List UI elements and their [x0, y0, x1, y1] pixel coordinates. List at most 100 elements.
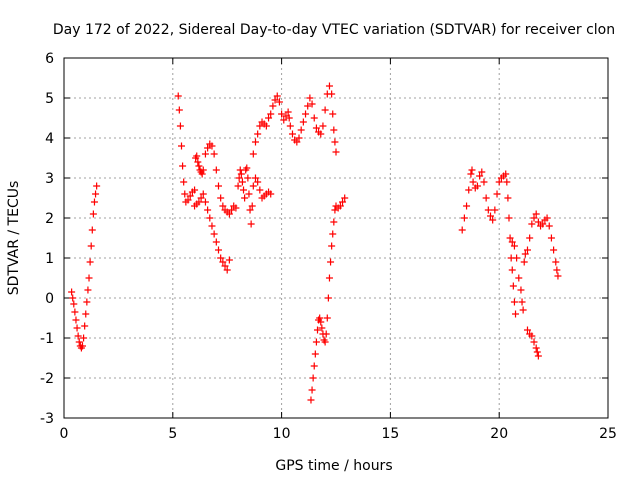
data-point [310, 114, 318, 122]
data-point [467, 170, 475, 178]
data-point [179, 162, 187, 170]
y-tick-label: 1 [45, 251, 54, 267]
data-point [317, 130, 325, 138]
data-point [518, 298, 526, 306]
grid-lines [64, 58, 608, 418]
data-point [325, 274, 333, 282]
data-point [325, 82, 333, 90]
data-point [198, 170, 206, 178]
data-point [523, 326, 531, 334]
data-point [278, 110, 286, 118]
data-point [293, 138, 301, 146]
data-point [329, 110, 337, 118]
data-point [533, 348, 541, 356]
plot-frame [63, 57, 609, 419]
data-point [221, 262, 229, 270]
data-point [201, 150, 209, 158]
data-point [256, 186, 264, 194]
data-point [554, 272, 562, 280]
data-point [328, 242, 336, 250]
data-point [89, 210, 97, 218]
data-point [240, 186, 248, 194]
data-point [241, 194, 249, 202]
data-point [178, 142, 186, 150]
data-point [504, 194, 512, 202]
data-point [237, 170, 245, 178]
data-point [73, 324, 81, 332]
data-point [547, 234, 555, 242]
data-point [322, 330, 330, 338]
data-point [251, 174, 259, 182]
data-point [319, 122, 327, 130]
data-point [502, 170, 510, 178]
data-point [256, 122, 264, 130]
data-point [482, 194, 490, 202]
y-tick-label: 2 [45, 211, 54, 227]
data-point [86, 258, 94, 266]
data-point [254, 178, 262, 186]
data-point [468, 166, 476, 174]
data-point [271, 96, 279, 104]
data-point [476, 172, 484, 180]
data-point [312, 338, 320, 346]
data-point [323, 314, 331, 322]
data-point [93, 182, 101, 190]
data-point [238, 178, 246, 186]
data-point [523, 246, 531, 254]
data-point [503, 178, 511, 186]
data-point [75, 338, 83, 346]
data-point [195, 162, 203, 170]
data-point [69, 294, 77, 302]
data-point [251, 138, 259, 146]
data-point [506, 234, 514, 242]
data-point [521, 250, 529, 258]
data-point [330, 126, 338, 134]
data-point [332, 148, 340, 156]
data-point [339, 198, 347, 206]
data-point [181, 190, 189, 198]
data-point [184, 196, 192, 204]
data-point [262, 122, 270, 130]
data-point [92, 190, 100, 198]
data-point [225, 210, 233, 218]
data-point [245, 190, 253, 198]
x-axis-tick-labels: 0 5 10 15 20 25 [60, 426, 617, 442]
data-point [180, 178, 188, 186]
data-point [78, 342, 86, 350]
data-point [526, 234, 534, 242]
data-point [191, 186, 199, 194]
data-point [312, 124, 320, 132]
data-point [329, 230, 337, 238]
data-point [228, 206, 236, 214]
data-point [331, 138, 339, 146]
data-point [534, 218, 542, 226]
y-axis-title: SDTVAR / TECUs [6, 181, 22, 296]
data-point [311, 350, 319, 358]
data-point [269, 102, 277, 110]
data-point [458, 226, 466, 234]
data-point [70, 300, 78, 308]
data-point [469, 178, 477, 186]
data-point [306, 94, 314, 102]
data-point [194, 158, 202, 166]
data-point [328, 90, 336, 98]
data-point [297, 126, 305, 134]
data-point [327, 258, 335, 266]
data-point [284, 108, 292, 116]
data-point [530, 338, 538, 346]
data-point [208, 222, 216, 230]
data-point [204, 144, 212, 152]
data-point [175, 106, 183, 114]
data-point [321, 338, 329, 346]
data-point [308, 100, 316, 108]
data-point [508, 266, 516, 274]
data-point [539, 220, 547, 228]
data-point [295, 134, 303, 142]
data-point [486, 212, 494, 220]
data-point [267, 190, 275, 198]
y-tick-label: -1 [40, 331, 54, 347]
data-point [505, 214, 513, 222]
data-point [532, 210, 540, 218]
data-point [552, 258, 560, 266]
data-point [528, 332, 536, 340]
